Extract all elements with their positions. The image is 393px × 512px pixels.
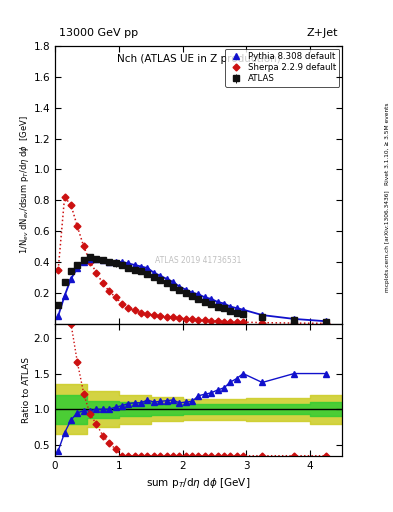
Pythia 8.308 default xyxy=(202,294,207,301)
Pythia 8.308 default xyxy=(119,259,124,265)
Pythia 8.308 default xyxy=(292,316,296,322)
Pythia 8.308 default xyxy=(158,273,163,279)
Pythia 8.308 default xyxy=(107,259,112,265)
Pythia 8.308 default xyxy=(177,284,182,290)
Pythia 8.308 default xyxy=(132,262,137,268)
Text: 13000 GeV pp: 13000 GeV pp xyxy=(59,28,138,38)
Sherpa 2.2.9 default xyxy=(323,321,328,327)
Text: mcplots.cern.ch [arXiv:1306.3436]: mcplots.cern.ch [arXiv:1306.3436] xyxy=(385,190,389,291)
Pythia 8.308 default xyxy=(81,259,86,265)
Sherpa 2.2.9 default xyxy=(164,313,169,319)
Pythia 8.308 default xyxy=(190,290,195,296)
Sherpa 2.2.9 default xyxy=(171,314,175,321)
Sherpa 2.2.9 default xyxy=(56,267,61,273)
Line: Sherpa 2.2.9 default: Sherpa 2.2.9 default xyxy=(56,195,329,326)
Sherpa 2.2.9 default xyxy=(215,318,220,324)
Pythia 8.308 default xyxy=(88,255,92,262)
Pythia 8.308 default xyxy=(145,265,150,271)
Pythia 8.308 default xyxy=(241,307,246,313)
Pythia 8.308 default xyxy=(139,264,143,270)
Sherpa 2.2.9 default xyxy=(184,316,188,322)
X-axis label: sum p$_T$/d$\eta$ d$\phi$ [GeV]: sum p$_T$/d$\eta$ d$\phi$ [GeV] xyxy=(146,476,251,490)
Line: Pythia 8.308 default: Pythia 8.308 default xyxy=(55,256,329,324)
Pythia 8.308 default xyxy=(94,255,99,262)
Sherpa 2.2.9 default xyxy=(101,281,105,287)
Y-axis label: 1/N$_{ev}$ dN$_{ev}$/dsum p$_T$/d$\eta$ d$\phi$  [GeV]: 1/N$_{ev}$ dN$_{ev}$/dsum p$_T$/d$\eta$ … xyxy=(18,115,31,254)
Sherpa 2.2.9 default xyxy=(62,194,67,200)
Sherpa 2.2.9 default xyxy=(145,311,150,317)
Pythia 8.308 default xyxy=(62,293,67,299)
Pythia 8.308 default xyxy=(234,305,239,311)
Pythia 8.308 default xyxy=(228,304,233,310)
Pythia 8.308 default xyxy=(113,259,118,265)
Sherpa 2.2.9 default xyxy=(139,310,143,316)
Pythia 8.308 default xyxy=(222,301,226,307)
Sherpa 2.2.9 default xyxy=(196,317,201,323)
Pythia 8.308 default xyxy=(126,261,131,267)
Sherpa 2.2.9 default xyxy=(107,288,112,294)
Sherpa 2.2.9 default xyxy=(119,301,124,307)
Pythia 8.308 default xyxy=(184,287,188,293)
Sherpa 2.2.9 default xyxy=(228,319,233,325)
Sherpa 2.2.9 default xyxy=(202,317,207,324)
Pythia 8.308 default xyxy=(164,276,169,282)
Sherpa 2.2.9 default xyxy=(234,319,239,325)
Sherpa 2.2.9 default xyxy=(69,202,73,208)
Sherpa 2.2.9 default xyxy=(190,316,195,323)
Pythia 8.308 default xyxy=(323,318,328,324)
Text: Z+Jet: Z+Jet xyxy=(307,28,338,38)
Sherpa 2.2.9 default xyxy=(241,319,246,325)
Pythia 8.308 default xyxy=(75,265,80,271)
Pythia 8.308 default xyxy=(69,276,73,282)
Sherpa 2.2.9 default xyxy=(132,307,137,313)
Pythia 8.308 default xyxy=(196,291,201,297)
Sherpa 2.2.9 default xyxy=(292,320,296,326)
Sherpa 2.2.9 default xyxy=(151,312,156,318)
Sherpa 2.2.9 default xyxy=(94,270,99,276)
Sherpa 2.2.9 default xyxy=(81,243,86,249)
Sherpa 2.2.9 default xyxy=(75,223,80,229)
Sherpa 2.2.9 default xyxy=(209,318,213,324)
Sherpa 2.2.9 default xyxy=(126,305,131,311)
Pythia 8.308 default xyxy=(209,296,213,302)
Sherpa 2.2.9 default xyxy=(260,319,264,326)
Pythia 8.308 default xyxy=(260,312,264,318)
Y-axis label: Ratio to ATLAS: Ratio to ATLAS xyxy=(22,357,31,422)
Text: Nch (ATLAS UE in Z production): Nch (ATLAS UE in Z production) xyxy=(117,54,280,65)
Pythia 8.308 default xyxy=(101,257,105,263)
Pythia 8.308 default xyxy=(171,279,175,285)
Pythia 8.308 default xyxy=(151,270,156,276)
Legend: Pythia 8.308 default, Sherpa 2.2.9 default, ATLAS: Pythia 8.308 default, Sherpa 2.2.9 defau… xyxy=(225,49,339,87)
Text: ATLAS 2019 41736531: ATLAS 2019 41736531 xyxy=(155,255,242,265)
Sherpa 2.2.9 default xyxy=(113,294,118,301)
Sherpa 2.2.9 default xyxy=(158,313,163,319)
Pythia 8.308 default xyxy=(215,299,220,305)
Sherpa 2.2.9 default xyxy=(88,259,92,265)
Sherpa 2.2.9 default xyxy=(222,318,226,325)
Sherpa 2.2.9 default xyxy=(177,315,182,321)
Text: Rivet 3.1.10, ≥ 3.5M events: Rivet 3.1.10, ≥ 3.5M events xyxy=(385,102,389,185)
Pythia 8.308 default xyxy=(56,313,61,319)
